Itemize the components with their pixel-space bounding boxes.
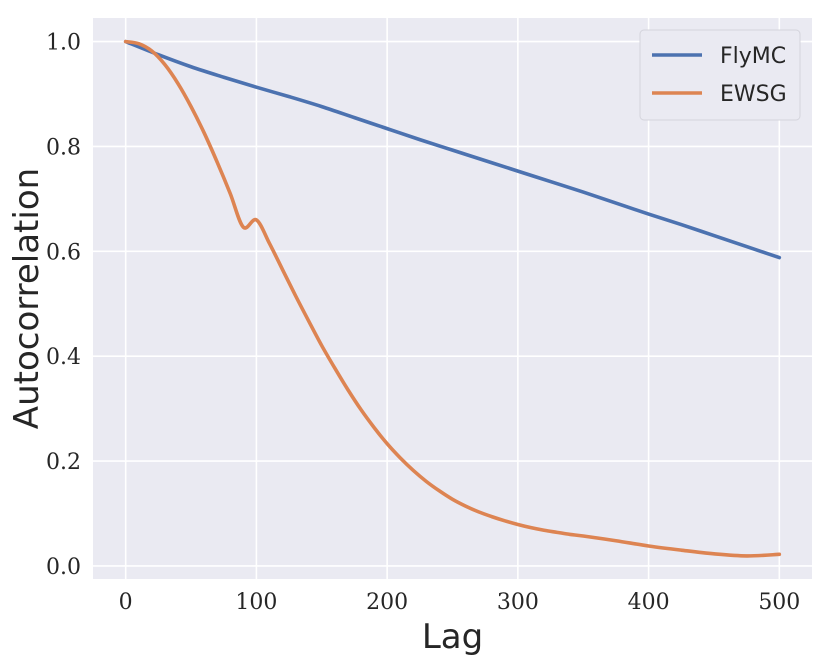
- y-axis-label: Autocorrelation: [7, 168, 47, 429]
- x-tick-label: 400: [628, 590, 670, 615]
- x-tick-label: 500: [758, 590, 800, 615]
- x-tick-label: 200: [366, 590, 408, 615]
- series-lines: [123, 39, 782, 558]
- legend-label-flymc: FlyMC: [720, 44, 786, 69]
- y-tick-label: 0.0: [46, 555, 81, 580]
- y-tick-label: 0.2: [46, 450, 81, 475]
- x-axis-label: Lag: [422, 617, 483, 657]
- legend: FlyMC EWSG: [639, 29, 801, 121]
- y-tick-label: 0.4: [46, 345, 81, 370]
- x-tick-label: 100: [235, 590, 277, 615]
- series-line-flymc: [123, 39, 782, 260]
- y-axis-ticks: 0.0 0.2 0.4 0.6 0.8 1.0: [46, 31, 81, 580]
- series-line-ewsg: [123, 39, 782, 558]
- legend-label-ewsg: EWSG: [720, 82, 787, 107]
- grid-lines: [93, 18, 812, 579]
- legend-box: [639, 29, 801, 121]
- x-axis-ticks: 0 100 200 300 400 500: [119, 590, 801, 615]
- y-tick-label: 0.6: [46, 240, 81, 265]
- y-tick-label: 0.8: [46, 135, 81, 160]
- y-tick-label: 1.0: [46, 31, 81, 56]
- x-tick-label: 0: [119, 590, 133, 615]
- x-tick-label: 300: [497, 590, 539, 615]
